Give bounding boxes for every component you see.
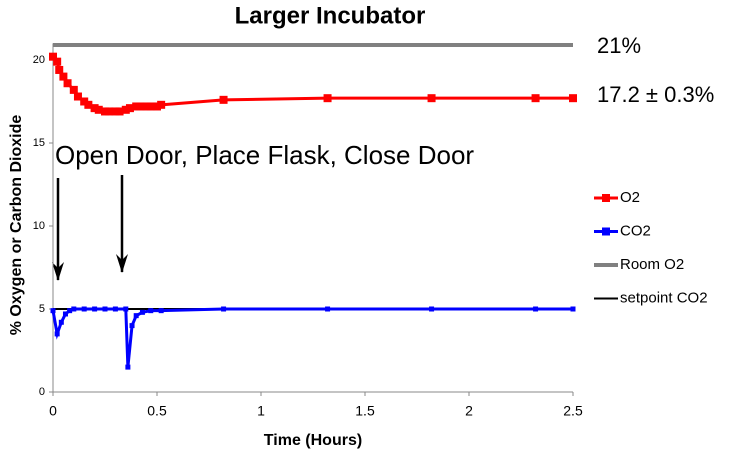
data-point — [59, 72, 68, 81]
series-line — [51, 55, 573, 113]
data-point — [71, 306, 77, 312]
data-point — [429, 306, 435, 312]
data-point — [123, 306, 129, 312]
data-point — [67, 308, 73, 314]
data-point — [570, 306, 576, 312]
data-point — [427, 94, 436, 103]
data-point — [129, 323, 135, 329]
x-tick-label: 1 — [257, 403, 265, 419]
x-tick-label: 1.5 — [355, 403, 375, 419]
chart-title: Larger Incubator — [235, 2, 426, 29]
data-point — [219, 95, 228, 104]
data-point — [125, 104, 134, 113]
data-point — [221, 306, 227, 312]
x-tick-label: 2 — [465, 403, 473, 419]
y-tick-label: 5 — [39, 303, 45, 315]
annotation: 17.2 ± 0.3% — [597, 82, 714, 107]
arrow-head — [52, 262, 64, 281]
series-line — [51, 307, 573, 368]
data-point — [142, 102, 151, 111]
data-point — [121, 105, 130, 114]
y-axis-label: % Oxygen or Carbon Dioxide — [8, 115, 25, 336]
data-point — [125, 364, 131, 370]
data-point — [323, 94, 332, 103]
legend-marker — [602, 227, 610, 236]
data-point — [133, 313, 139, 319]
data-point — [533, 306, 539, 312]
data-point — [63, 79, 72, 88]
annotation: Open Door, Place Flask, Close Door — [55, 140, 474, 170]
data-point — [90, 104, 99, 113]
data-point — [80, 97, 89, 106]
legend-label: Room O2 — [620, 256, 684, 273]
data-point — [92, 306, 98, 312]
legend-label: O2 — [620, 189, 640, 206]
data-point — [139, 309, 145, 315]
data-point — [157, 100, 166, 109]
data-point — [105, 107, 114, 116]
data-point — [531, 94, 540, 103]
y-tick-label: 20 — [33, 54, 45, 66]
arrow-head — [116, 254, 128, 273]
y-tick-label: 10 — [33, 220, 45, 232]
legend-label: CO2 — [620, 222, 651, 239]
data-point — [158, 308, 164, 314]
legend-marker — [602, 194, 610, 202]
data-point — [132, 102, 141, 111]
data-point — [148, 308, 154, 314]
data-point — [136, 102, 145, 111]
data-point — [569, 94, 577, 103]
data-point — [55, 65, 64, 74]
y-tick-label: 15 — [33, 137, 45, 149]
data-point — [102, 306, 108, 312]
data-point — [58, 319, 64, 325]
data-point — [54, 331, 60, 337]
data-point — [53, 57, 62, 66]
data-point — [325, 306, 331, 312]
data-point — [49, 52, 57, 61]
data-point — [50, 308, 56, 314]
x-tick-label: 0.5 — [147, 403, 167, 419]
y-tick-label: 0 — [39, 386, 45, 398]
data-point — [73, 92, 82, 101]
x-tick-label: 0 — [49, 403, 57, 419]
data-point — [94, 105, 103, 114]
legend-label: setpoint CO2 — [620, 289, 708, 306]
annotation: 21% — [597, 33, 641, 58]
x-axis-label: Time (Hours) — [264, 432, 362, 449]
data-point — [153, 102, 161, 111]
data-point — [112, 306, 118, 312]
x-tick-label: 2.5 — [563, 403, 583, 419]
data-point — [69, 85, 78, 94]
data-point — [81, 306, 87, 312]
data-point — [111, 107, 120, 116]
data-point — [62, 311, 68, 317]
data-point — [101, 107, 109, 116]
data-point — [146, 102, 155, 111]
data-point — [115, 107, 124, 116]
data-point — [84, 100, 93, 109]
